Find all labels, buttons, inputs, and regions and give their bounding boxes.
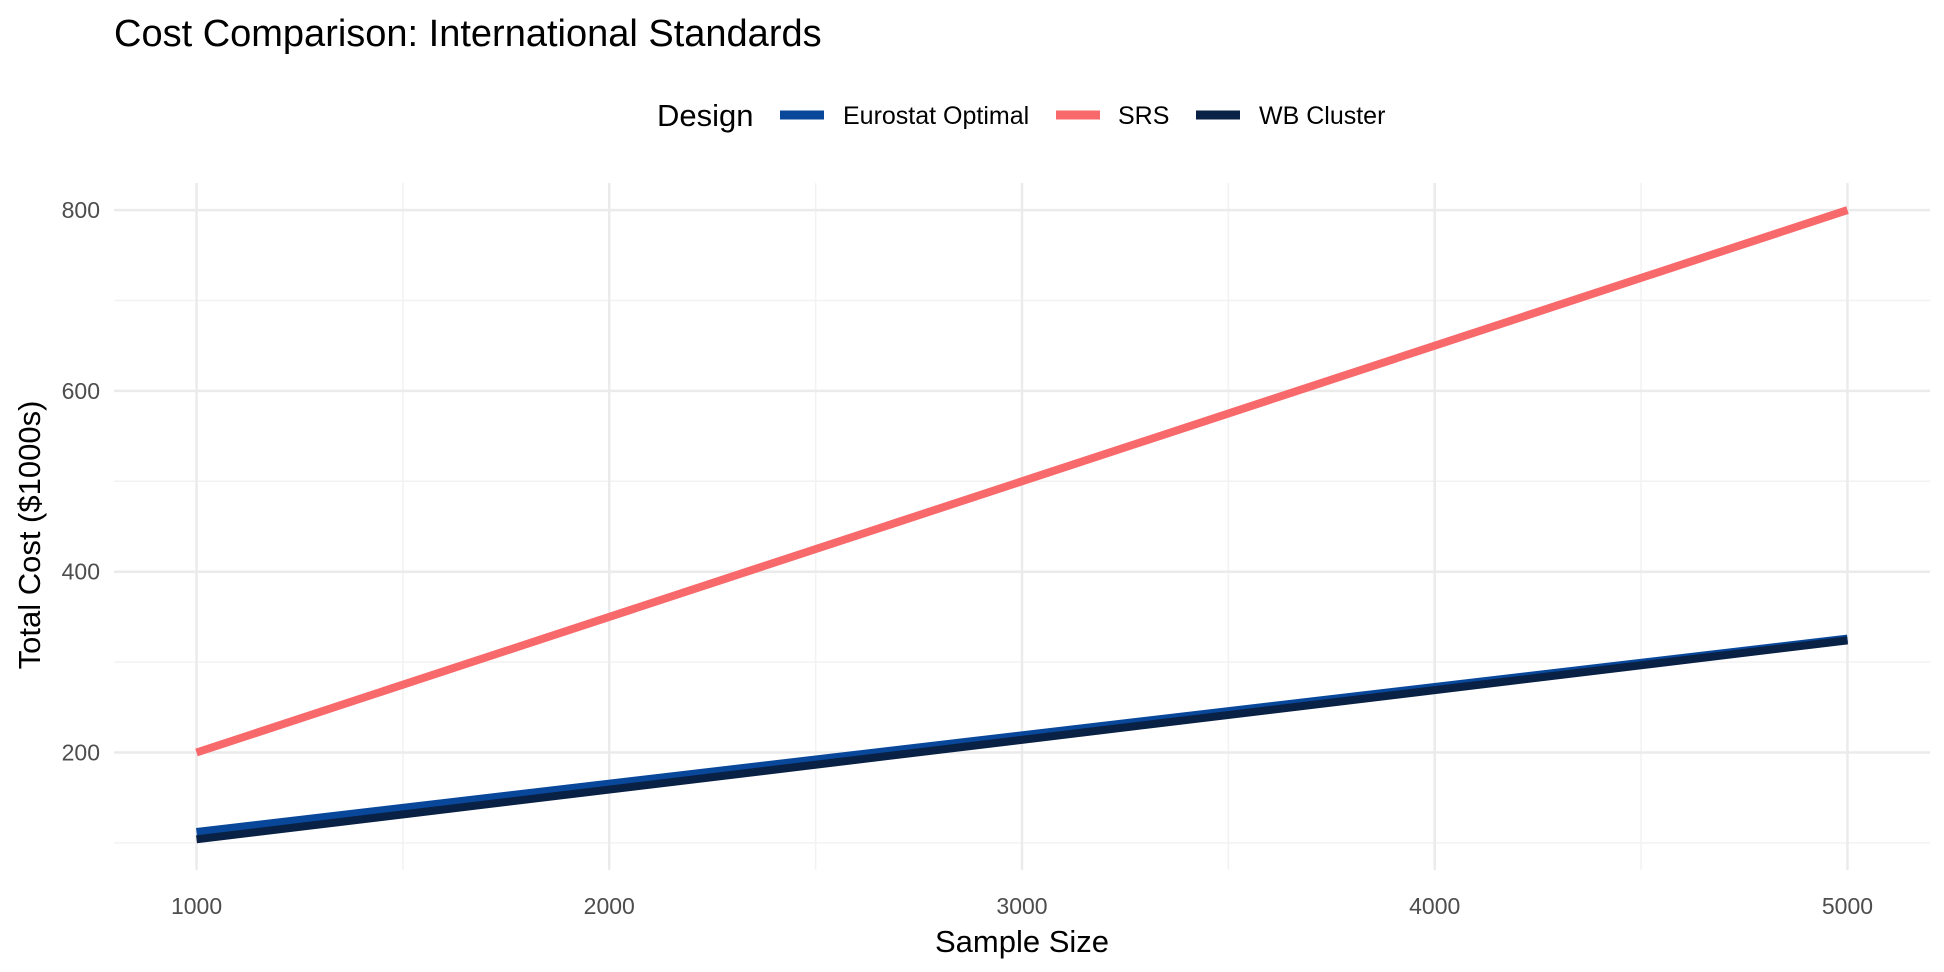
x-tick-label: 2000 <box>584 893 635 919</box>
x-axis-ticks: 1000 2000 3000 4000 5000 <box>171 893 1873 919</box>
x-tick-label: 5000 <box>1822 893 1873 919</box>
series-line-wb-cluster <box>196 636 1848 844</box>
x-tick-label: 3000 <box>996 893 1047 919</box>
y-tick-label: 800 <box>62 197 100 223</box>
legend-label-wb-cluster: WB Cluster <box>1259 102 1385 130</box>
series-line-srs <box>195 206 1849 757</box>
x-tick-label: 1000 <box>171 893 222 919</box>
y-tick-label: 600 <box>62 378 100 404</box>
x-axis-label: Sample Size <box>935 924 1109 959</box>
major-gridlines <box>114 183 1930 870</box>
y-tick-label: 400 <box>62 559 100 585</box>
y-axis-ticks: 200 400 600 800 <box>62 197 100 765</box>
x-tick-label: 4000 <box>1409 893 1460 919</box>
y-tick-label: 200 <box>62 739 100 765</box>
legend-label-srs: SRS <box>1118 102 1169 130</box>
legend: Design Eurostat Optimal SRS WB Cluster <box>657 98 1385 133</box>
chart-title: Cost Comparison: International Standards <box>114 13 822 55</box>
series-layer <box>195 206 1849 844</box>
legend-label-eurostat-optimal: Eurostat Optimal <box>843 102 1029 130</box>
legend-title: Design <box>657 98 754 133</box>
y-axis-label: Total Cost ($1000s) <box>12 401 47 670</box>
